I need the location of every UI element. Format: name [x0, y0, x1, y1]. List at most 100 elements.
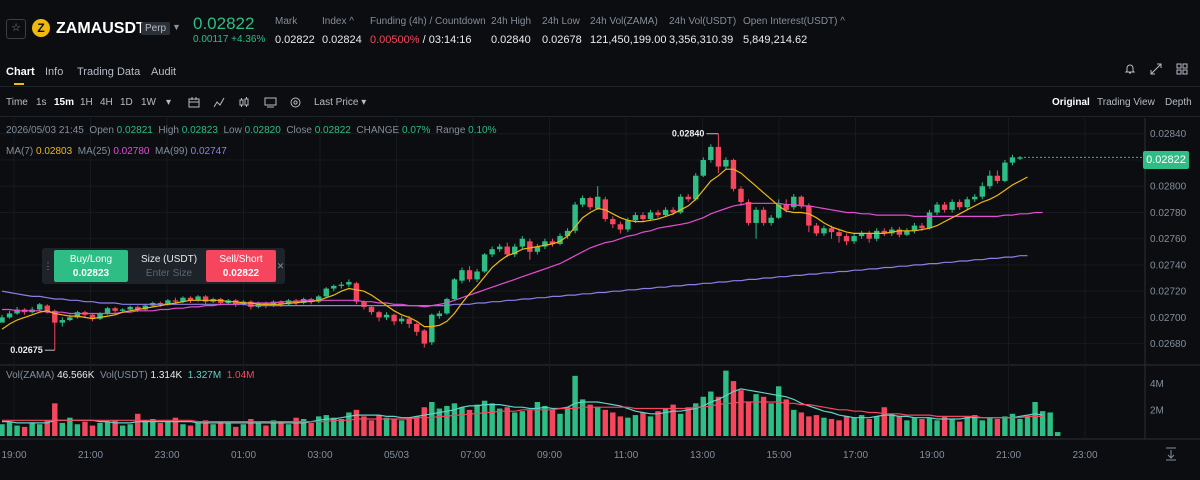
stat-24h-low: 24h Low 0.02678 — [542, 16, 582, 46]
volume-bar — [52, 403, 58, 436]
scroll-to-latest-icon[interactable] — [1166, 447, 1176, 461]
candle-body — [640, 215, 646, 220]
interval-1h[interactable]: 1H — [80, 97, 93, 108]
settings-sliders-icon[interactable] — [264, 97, 277, 111]
volume-bar — [564, 407, 571, 436]
interval-15m[interactable]: 15m — [54, 97, 75, 108]
volume-bar — [1024, 416, 1031, 436]
stat-label: 24h Vol(ZAMA) — [590, 16, 658, 27]
bell-icon[interactable] — [1124, 63, 1136, 78]
stat-value: 3,356,310.39 — [669, 34, 734, 46]
candle-body — [89, 314, 96, 319]
ohlc-range: 0.10% — [468, 125, 497, 136]
volume-bar — [753, 394, 759, 436]
volume-bar — [572, 375, 578, 436]
volume-bar — [444, 405, 450, 436]
volume-bar — [662, 408, 669, 436]
interval-1s[interactable]: 1s — [36, 97, 47, 108]
buy-long-button[interactable]: Buy/Long 0.02823 — [54, 250, 128, 282]
volume-bar — [828, 419, 835, 436]
expand-icon[interactable] — [1150, 63, 1162, 78]
stat-label[interactable]: Open Interest(USDT) ^ — [743, 16, 845, 27]
candle-body — [956, 201, 963, 208]
candle-body — [1002, 162, 1008, 181]
candle-body — [987, 175, 993, 187]
tab-info[interactable]: Info — [45, 66, 64, 78]
volume-bar — [135, 413, 141, 436]
volume-bar — [745, 402, 752, 436]
view-depth[interactable]: Depth — [1165, 97, 1192, 108]
volume-ma-short-line — [2, 388, 1043, 424]
gear-icon[interactable] — [290, 97, 301, 111]
volume-bar — [919, 419, 925, 436]
candle-body — [549, 241, 556, 244]
volume-bar — [474, 404, 480, 436]
volume-bar — [972, 415, 978, 436]
volume-bar — [715, 396, 722, 436]
ohlc-open: 0.02821 — [116, 125, 153, 136]
symbol-name[interactable]: ZAMAUSDT — [56, 20, 146, 37]
candle-body — [813, 225, 820, 234]
stat-value: 0.02822 — [275, 34, 315, 46]
calendar-icon[interactable] — [188, 97, 200, 111]
volume-bar — [843, 416, 850, 436]
ma99-label: MA(99) — [155, 146, 188, 157]
candle-body — [398, 318, 405, 322]
price-type-dropdown[interactable]: Last Price ▾ — [314, 97, 367, 108]
stat-value: 5,849,214.62 — [743, 34, 808, 46]
price-tick-label: 0.02780 — [1150, 208, 1187, 219]
interval-1d[interactable]: 1D — [120, 97, 133, 108]
volume-bar — [866, 419, 872, 436]
volume-bar — [36, 424, 43, 436]
stat-label[interactable]: Index ^ — [322, 16, 354, 27]
interval-more-chevron-icon[interactable]: ▾ — [166, 97, 172, 108]
candle-body — [738, 188, 744, 202]
chart-toolbar: Time 1s 15m 1H 4H 1D 1W ▾ Last Price ▾ O… — [0, 88, 1200, 117]
volume-bar — [496, 408, 503, 436]
indicator-icon[interactable] — [213, 97, 225, 111]
volume-bar — [693, 403, 699, 436]
volume-bar — [421, 407, 427, 436]
buy-label: Buy/Long — [69, 254, 113, 265]
volume-bar — [670, 404, 676, 436]
stat-label: 24h High — [491, 16, 532, 27]
symbol-dropdown-chevron-icon[interactable]: ▼ — [172, 22, 181, 32]
candle-body — [444, 299, 450, 314]
volume-bar — [1009, 413, 1016, 436]
volume-bar — [67, 417, 73, 436]
candle-body — [104, 308, 111, 314]
volume-bar — [1032, 402, 1038, 436]
close-icon[interactable]: ✕ — [276, 261, 285, 271]
candlestick-chart[interactable]: 0.02840 0.02820 0.02800 0.02780 0.02760 0.027… — [0, 118, 1200, 480]
favorite-star-icon[interactable]: ☆ — [6, 19, 26, 39]
candle-body — [889, 229, 895, 234]
candle-body — [647, 212, 654, 220]
ohlc-close-label: Close — [286, 125, 312, 136]
candle-style-icon[interactable] — [238, 97, 250, 111]
sell-short-button[interactable]: Sell/Short 0.02822 — [206, 250, 276, 282]
grid-icon[interactable] — [1176, 63, 1188, 78]
volume-bar — [874, 416, 880, 436]
volume-bar — [512, 412, 518, 436]
tab-trading-data[interactable]: Trading Data — [77, 66, 141, 78]
time-tick-label: 01:00 — [231, 450, 256, 461]
candle-body — [376, 312, 382, 318]
view-original[interactable]: Original — [1052, 97, 1090, 108]
volume-bar — [376, 415, 382, 436]
candle-body — [331, 285, 337, 289]
candle-body — [127, 306, 133, 310]
view-trading-view[interactable]: Trading View — [1097, 97, 1155, 108]
volume-bar — [595, 407, 601, 436]
candle-body — [1017, 157, 1023, 159]
tab-chart[interactable]: Chart — [6, 66, 35, 78]
price-tick-label: 0.02840 — [1150, 129, 1187, 140]
volume-bar — [14, 425, 20, 436]
tab-audit[interactable]: Audit — [151, 66, 177, 78]
candle-body — [579, 198, 586, 205]
drag-handle-icon[interactable]: ⋮ — [43, 261, 53, 271]
interval-1w[interactable]: 1W — [141, 97, 156, 108]
stat-label[interactable]: Funding (4h) / Countdown — [370, 16, 486, 27]
size-input[interactable]: Size (USDT) Enter Size — [132, 250, 206, 282]
candle-body — [187, 297, 194, 301]
interval-4h[interactable]: 4H — [100, 97, 113, 108]
